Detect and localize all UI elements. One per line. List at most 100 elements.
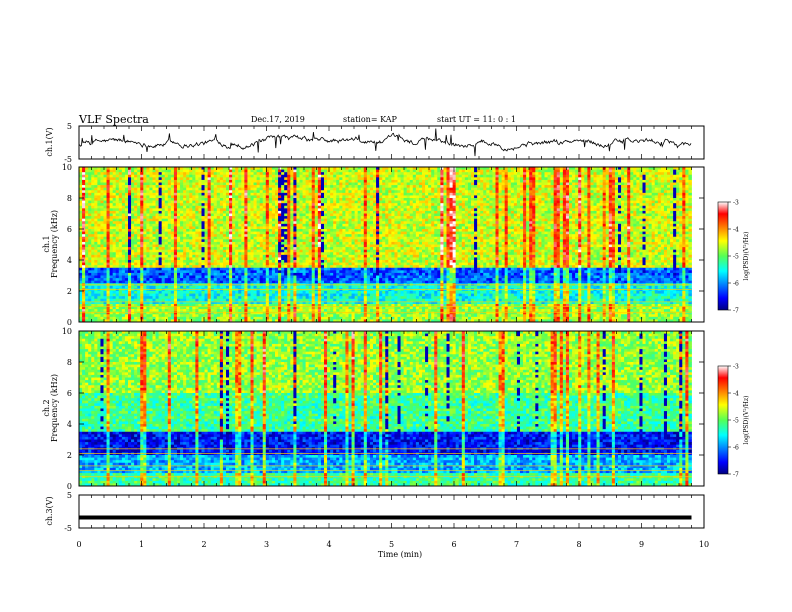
spectrogram-cell (287, 223, 291, 227)
spectrogram-cell (195, 179, 199, 183)
spectrogram-cell (324, 172, 328, 176)
spectrogram-cell (192, 192, 196, 196)
spectrogram-cell (88, 316, 92, 320)
spectrogram-cell (296, 218, 300, 222)
spectrogram-cell (314, 192, 319, 196)
spectrogram-cell (241, 205, 245, 209)
spectrogram-cell (253, 226, 258, 230)
spectrogram-cell (115, 182, 120, 186)
spectrogram-cell (158, 221, 163, 225)
spectrogram-cell (320, 244, 325, 248)
spectrogram-cell (222, 249, 227, 253)
spectrogram-cell (253, 216, 258, 220)
spectrogram-cell (180, 254, 184, 258)
spectrogram-cell (241, 298, 245, 302)
spectrogram-cell (128, 213, 132, 217)
spectrogram-cell (281, 221, 285, 225)
spectrogram-cell (177, 247, 181, 251)
spectrogram-cell (281, 288, 285, 292)
spectrogram-cell (149, 167, 153, 170)
spectrogram-cell (302, 309, 307, 313)
spectrogram-cell (320, 252, 325, 256)
spectrogram-cell (97, 262, 101, 266)
spectrogram-cell (115, 187, 120, 191)
spectrogram-cell (219, 182, 224, 186)
spectrogram-cell (317, 179, 322, 183)
spectrogram-cell (146, 316, 150, 320)
spectrogram-cell (103, 270, 107, 274)
spectrogram-cell (296, 265, 300, 269)
spectrogram-cell (79, 226, 83, 230)
spectrogram-cell (180, 306, 184, 310)
spectrogram-cell (253, 223, 258, 227)
spectrogram-cell (232, 177, 236, 181)
spectrogram-cell (164, 301, 169, 305)
spectrogram-cell (204, 296, 209, 300)
spectrogram-cell (275, 218, 279, 222)
spectrogram-cell (302, 169, 307, 173)
spectrogram-cell (146, 203, 150, 207)
spectrogram-cell (275, 179, 279, 183)
spectrogram-cell (256, 169, 261, 173)
spectrogram-cell (128, 167, 132, 170)
spectrogram-cell (186, 236, 190, 240)
spectrogram-cell (109, 185, 114, 189)
spectrogram-cell (79, 169, 83, 173)
spectrogram-cell (204, 205, 209, 209)
spectrogram-cell (275, 260, 279, 263)
spectrogram-cell (305, 239, 310, 243)
spectrogram-cell (232, 198, 236, 201)
spectrogram-cell (143, 198, 147, 201)
spectrogram-cell (213, 179, 218, 183)
spectrogram-cell (91, 247, 95, 251)
spectrogram-cell (204, 177, 209, 181)
spectrogram-cell (281, 213, 285, 217)
spectrogram-cell (330, 319, 334, 322)
spectrogram-cell (268, 172, 273, 176)
spectrogram-cell (216, 174, 221, 178)
spectrogram-cell (314, 187, 319, 191)
spectrogram-cell (256, 301, 261, 305)
spectrogram-cell (88, 267, 92, 271)
spectrogram-cell (324, 249, 328, 253)
spectrogram-cell (235, 301, 239, 305)
spectrogram-cell (333, 169, 337, 173)
spectrogram-cell (216, 309, 221, 313)
spectrogram-cell (79, 291, 83, 294)
spectrogram-cell (281, 167, 285, 170)
spectrogram-cell (180, 319, 184, 322)
spectrogram-cell (79, 239, 83, 243)
spectrogram-cell (85, 221, 89, 225)
spectrogram-cell (275, 213, 279, 217)
spectrogram-cell (198, 272, 202, 276)
spectrogram-cell (88, 185, 92, 189)
spectrogram-cell (281, 267, 285, 271)
spectrogram-cell (284, 267, 288, 271)
spectrogram-cell (229, 234, 233, 238)
spectrogram-cell (112, 257, 117, 261)
spectrogram-cell (137, 293, 141, 297)
spectrogram-cell (265, 208, 270, 212)
spectrogram-cell (275, 301, 279, 305)
spectrogram-cell (173, 270, 178, 274)
spectrogram-cell (109, 226, 114, 230)
spectrogram-cell (161, 200, 166, 204)
spectrogram-cell (229, 314, 233, 318)
spectrogram-cell (317, 257, 322, 261)
spectrogram-cell (140, 270, 144, 274)
spectrogram-cell (207, 252, 212, 256)
spectrogram-cell (137, 198, 141, 201)
spectrogram-cell (268, 314, 273, 318)
spectrogram-cell (284, 260, 288, 263)
spectrogram-cell (278, 280, 282, 284)
spectrogram-cell (85, 241, 89, 245)
spectrogram-cell (85, 208, 89, 212)
spectrogram-cell (229, 285, 233, 289)
spectrogram-cell (330, 270, 334, 274)
spectrogram-cell (271, 306, 276, 310)
spectrogram-cell (121, 291, 126, 294)
spectrogram-cell (201, 293, 205, 297)
spectrogram-cell (278, 288, 282, 292)
spectrogram-cell (238, 210, 242, 214)
spectrogram-cell (103, 229, 107, 232)
